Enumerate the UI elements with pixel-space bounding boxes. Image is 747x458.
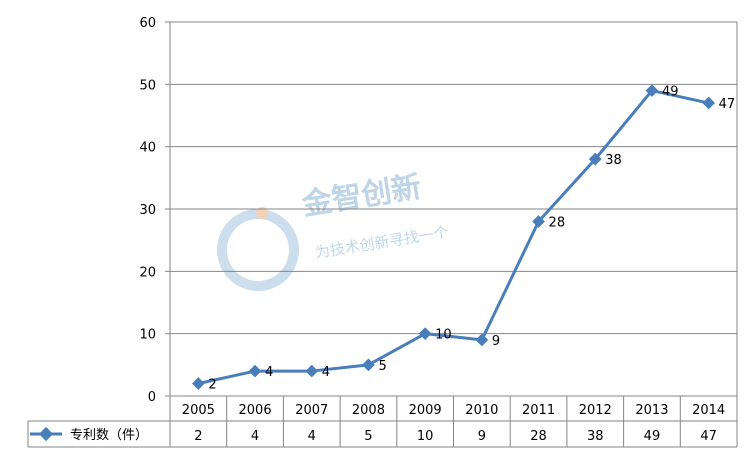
legend-label: 专利数（件） [70,428,148,443]
y-tick-label: 30 [139,203,156,218]
data-label: 5 [378,359,386,374]
table-cell-value: 4 [308,429,316,444]
data-point [475,333,489,347]
data-label: 4 [322,365,330,380]
table-cell-value: 38 [587,429,604,444]
x-tick-label: 2009 [409,403,442,418]
table-cell-value: 49 [644,429,661,444]
y-tick-label: 20 [139,265,156,280]
data-point [248,364,262,378]
data-point [702,96,716,110]
table-cell-value: 4 [251,429,259,444]
y-tick-label: 50 [139,78,156,93]
x-tick-label: 2008 [352,403,385,418]
watermark-title: 金智创新 [299,170,424,223]
y-tick-label: 0 [148,390,156,405]
data-label: 49 [662,85,679,100]
series-path [198,89,709,385]
table-cell-value: 28 [530,429,547,444]
y-tick-label: 60 [139,16,156,31]
data-label: 47 [719,97,736,112]
y-tick-label: 40 [139,141,156,156]
table-cell-value: 47 [700,429,717,444]
watermark-logo-icon [217,209,299,291]
x-tick-label: 2013 [635,403,668,418]
data-point [418,327,432,341]
x-tick-label: 2010 [465,403,498,418]
y-axis: 0 10 20 30 40 50 60 [139,16,738,405]
watermark-logo-dot-icon [256,207,268,219]
data-label: 10 [435,328,452,343]
watermark: 金智创新 为技术创新寻找一个 [217,170,450,291]
data-label: 28 [549,215,566,230]
data-point [305,364,319,378]
series-line: 2 4 4 5 10 9 28 38 49 47 [191,84,736,393]
data-label: 9 [492,334,500,349]
x-tick-label: 2007 [295,403,328,418]
legend: 专利数（件） [30,426,148,443]
data-label: 4 [265,365,273,380]
data-table: 2005 2006 2007 2008 2009 2010 2011 2012 2013 2014… [27,395,738,448]
data-point [362,358,375,372]
data-label: 2 [208,378,216,393]
table-cell-value: 2 [194,429,202,444]
table-cell-value: 10 [417,429,434,444]
table-cell-value: 9 [478,429,486,444]
x-tick-label: 2012 [579,403,612,418]
gridlines [170,21,737,335]
table-cell-value: 5 [364,429,372,444]
x-tick-label: 2005 [182,403,215,418]
y-tick-label: 10 [139,328,156,343]
data-point [191,377,205,390]
watermark-subtitle: 为技术创新寻找一个 [314,223,450,262]
x-tick-label: 2006 [239,403,272,418]
legend-marker-icon [38,426,54,442]
x-tick-label: 2014 [692,403,725,418]
data-label: 38 [605,153,622,168]
x-tick-label: 2011 [522,403,555,418]
